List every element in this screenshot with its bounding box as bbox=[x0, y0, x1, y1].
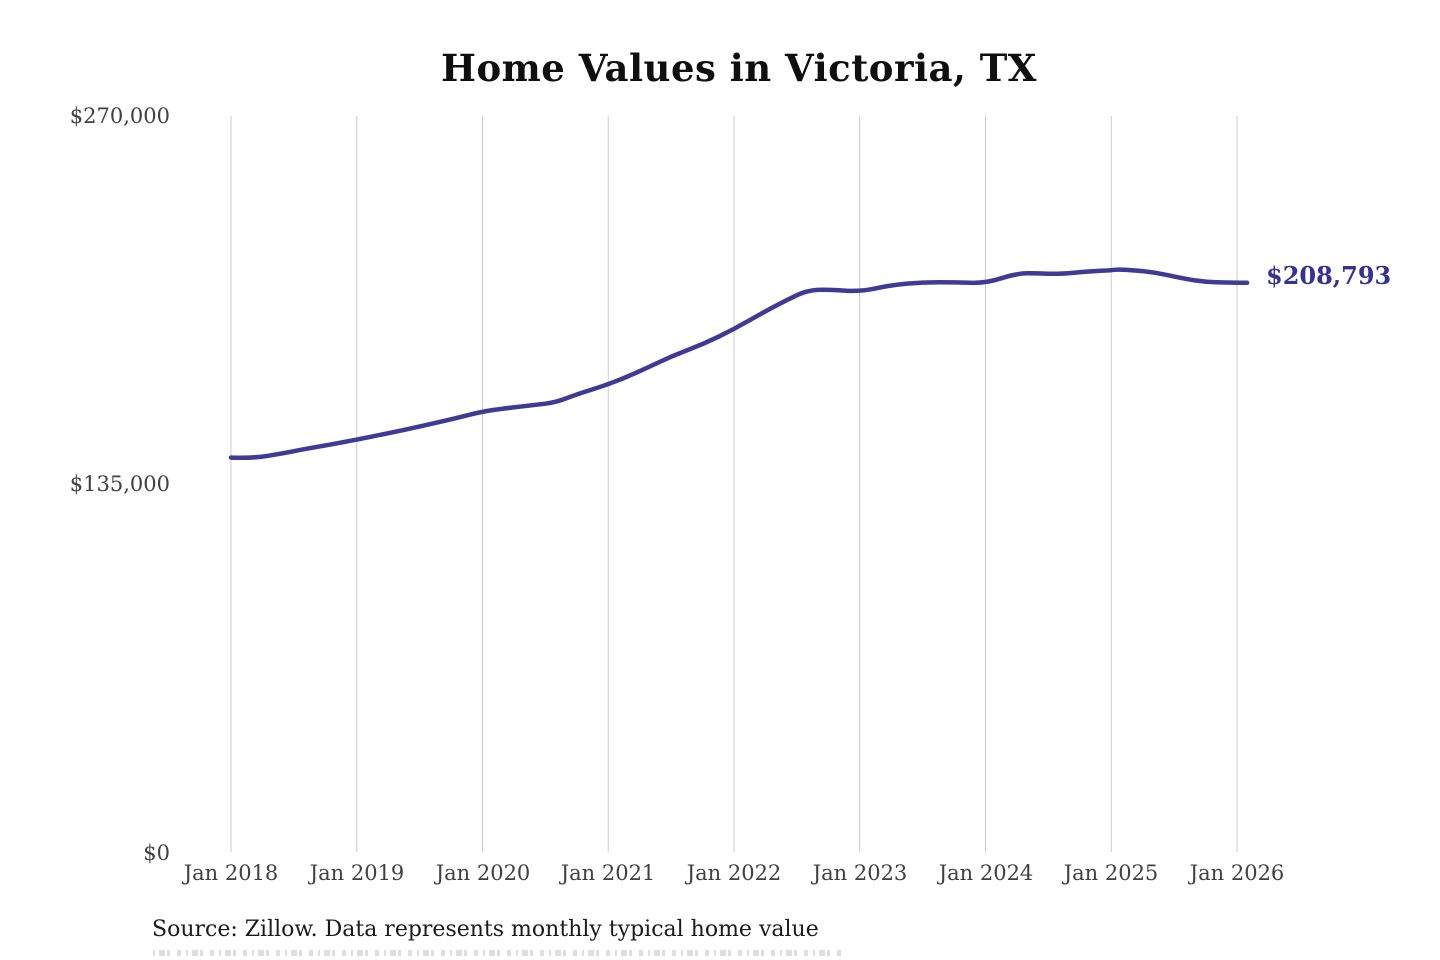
chart-title: Home Values in Victoria, TX bbox=[441, 46, 1037, 90]
x-axis-tick-jan-2023: Jan 2023 bbox=[812, 861, 908, 885]
home-value-line bbox=[228, 267, 1250, 461]
x-axis-tick-jan-2024: Jan 2024 bbox=[938, 861, 1034, 885]
x-axis-tick-jan-2026: Jan 2026 bbox=[1189, 861, 1285, 885]
y-axis-tick-0: $0 bbox=[143, 841, 170, 865]
x-axis-tick-jan-2018: Jan 2018 bbox=[183, 861, 279, 885]
y-axis-tick-270000: $270,000 bbox=[69, 104, 170, 128]
x-axis-tick-jan-2025: Jan 2025 bbox=[1063, 861, 1159, 885]
cropped-text-remnant bbox=[153, 950, 841, 956]
x-axis-tick-jan-2019: Jan 2019 bbox=[309, 861, 405, 885]
x-axis-tick-jan-2020: Jan 2020 bbox=[435, 861, 531, 885]
x-axis-tick-jan-2022: Jan 2022 bbox=[686, 861, 782, 885]
y-axis-tick-135000: $135,000 bbox=[69, 472, 170, 496]
source-note: Source: Zillow. Data represents monthly … bbox=[152, 917, 819, 942]
last-value-annotation: $208,793 bbox=[1266, 261, 1392, 290]
x-axis-tick-jan-2021: Jan 2021 bbox=[560, 861, 656, 885]
